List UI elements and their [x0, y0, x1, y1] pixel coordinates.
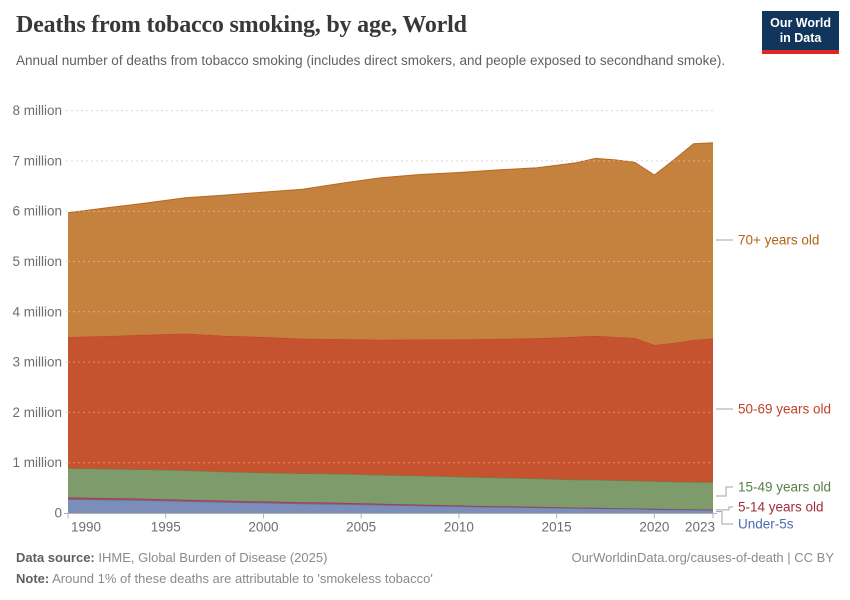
data-source: Data source: IHME, Global Burden of Dise… — [16, 547, 327, 568]
series-label-15-49-years-old[interactable]: 15-49 years old — [738, 480, 831, 495]
area-under-5s[interactable] — [68, 499, 713, 513]
series-label-50-69-years-old[interactable]: 50-69 years old — [738, 402, 831, 417]
y-axis-tick-label: 3 million — [12, 355, 62, 370]
data-source-text: IHME, Global Burden of Disease (2025) — [94, 550, 328, 565]
y-axis-tick-label: 5 million — [12, 254, 62, 269]
chart-subtitle: Annual number of deaths from tobacco smo… — [16, 53, 726, 68]
area-15-49-years-old[interactable] — [68, 468, 713, 510]
series-label-5-14-years-old[interactable]: 5-14 years old — [738, 500, 824, 515]
data-source-label: Data source: — [16, 550, 95, 565]
x-axis-tick-label: 1995 — [151, 520, 181, 535]
x-axis-tick-label: 2005 — [346, 520, 376, 535]
area-50-69-years-old[interactable] — [68, 333, 713, 483]
y-axis-tick-label: 4 million — [12, 304, 62, 319]
x-axis-tick-label: 2023 — [685, 520, 715, 535]
series-label-70-years-old[interactable]: 70+ years old — [738, 233, 819, 248]
note-text: Around 1% of these deaths are attributab… — [49, 571, 433, 586]
series-label-connector-15-49-years-old — [716, 486, 733, 497]
owid-logo-line1: Our World — [770, 16, 831, 30]
y-axis-tick-label: 0 — [54, 506, 62, 521]
x-axis-tick-label: 2020 — [639, 520, 669, 535]
page-title: Deaths from tobacco smoking, by age, Wor… — [16, 12, 467, 38]
owid-logo-line2: in Data — [779, 31, 822, 45]
y-axis-tick-label: 2 million — [12, 405, 62, 420]
series-label-connector-5-14-years-old — [716, 506, 733, 511]
note-label: Note: — [16, 571, 50, 586]
x-axis-tick-label: 1990 — [71, 520, 101, 535]
area-70-years-old[interactable] — [68, 142, 713, 345]
chart-footer: Data source: IHME, Global Burden of Dise… — [16, 547, 834, 589]
x-axis-tick-label: 2015 — [542, 520, 572, 535]
series-label-connector-under-5s — [716, 511, 733, 525]
chart-note: Note: Around 1% of these deaths are attr… — [16, 571, 433, 586]
y-axis-tick-label: 6 million — [12, 204, 62, 219]
series-label-under-5s[interactable]: Under-5s — [738, 517, 794, 532]
owid-logo[interactable]: Our World in Data — [762, 11, 839, 54]
owid-url-link[interactable]: OurWorldinData.org/causes-of-death | CC … — [571, 550, 834, 565]
x-axis-tick-label: 2010 — [444, 520, 474, 535]
area-top-edge-70-years-old — [67, 142, 714, 214]
y-axis-tick-label: 1 million — [12, 455, 62, 470]
y-axis-tick-label: 7 million — [12, 153, 62, 168]
x-axis-tick-label: 2000 — [248, 520, 278, 535]
y-axis-tick-label: 8 million — [12, 103, 62, 118]
